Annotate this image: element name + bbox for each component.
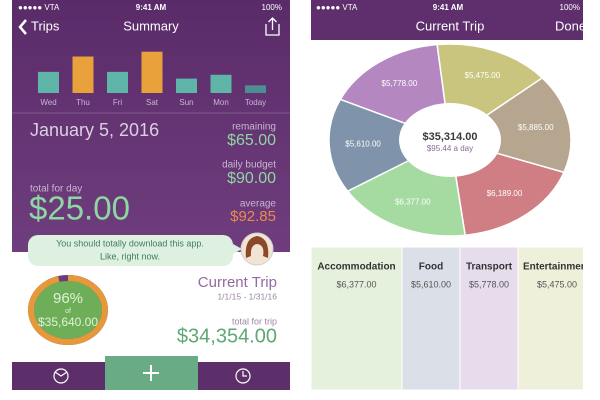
speech-bubble [28, 235, 233, 266]
ring-fill [31, 278, 105, 342]
battery: 100% [560, 3, 580, 12]
total-for-trip-amount: $34,354.00 [177, 325, 277, 347]
day-label: Mon [213, 98, 229, 107]
bubble-text: Like, right now. [100, 251, 160, 261]
history-tab-icon[interactable] [235, 368, 251, 384]
day-label: Wed [40, 98, 56, 107]
ring-of: of [65, 308, 71, 315]
current-trip-title[interactable]: Current Trip [198, 274, 277, 291]
total-for-day-amount: $25.00 [29, 190, 130, 227]
category-column [517, 246, 583, 390]
trip-dates: 1/1/15 - 1/31/16 [217, 291, 277, 301]
bar [176, 78, 197, 93]
average-label: average [240, 199, 277, 210]
pie-slice [448, 76, 572, 174]
category-amount: $6,377.00 [336, 279, 376, 289]
category-amount: $5,778.00 [469, 279, 509, 289]
category-amount: $5,475.00 [537, 279, 577, 289]
ring-budget: $35,640.00 [38, 315, 98, 329]
time: 9:41 AM [136, 3, 167, 12]
bar [245, 85, 266, 93]
ring-progress [28, 275, 108, 345]
left-screen: ●●●●● VTA 9:41 AM 100% Trips Summary Wed… [12, 0, 290, 390]
bar [72, 56, 94, 93]
right-screen: ●●●●● VTA 9:41 AM 100% Current Trip Done… [311, 0, 591, 390]
pie-center [399, 103, 501, 177]
back-button[interactable]: Trips [31, 18, 60, 33]
bubble-text: You should totally download this app. [56, 238, 204, 248]
day-label: Sat [146, 98, 159, 107]
day-label: Fri [113, 98, 123, 107]
slice-label: $6,377.00 [395, 198, 431, 207]
share-icon[interactable] [265, 17, 280, 36]
bar [38, 71, 59, 93]
remaining-label: remaining [232, 122, 276, 133]
pie-slice [328, 98, 452, 193]
bar [107, 71, 128, 93]
category-name: Transport [466, 262, 513, 273]
avatar-hair [245, 236, 269, 258]
total-for-day-label: total for day [30, 184, 82, 195]
plus-icon[interactable] [143, 365, 159, 381]
category-column [311, 246, 403, 390]
battery: 100% [262, 3, 282, 12]
day-label: Today [245, 98, 266, 107]
day-label: Thu [76, 98, 90, 107]
nav-title: Summary [123, 18, 179, 33]
gap [583, 0, 600, 400]
bar [141, 51, 163, 93]
progress-ring [28, 275, 108, 345]
category-amount: $5,610.00 [411, 279, 451, 289]
time: 9:41 AM [433, 3, 464, 12]
slice-label: $6,189.00 [487, 189, 523, 198]
slice-label: $5,475.00 [465, 71, 501, 80]
total-for-trip-label: total for trip [232, 316, 277, 326]
trips-tab-icon[interactable] [53, 368, 69, 384]
slice-label: $5,610.00 [345, 139, 381, 148]
daily-budget-amount: $90.00 [227, 170, 276, 187]
date: January 5, 2016 [30, 120, 159, 140]
nav-bar [311, 0, 583, 40]
carrier: ●●●●● VTA [316, 3, 358, 12]
back-chevron[interactable] [18, 19, 27, 35]
category-column [459, 246, 519, 390]
category-column [401, 246, 461, 390]
remaining-amount: $65.00 [227, 132, 276, 149]
daily-budget-label: daily budget [222, 160, 276, 171]
day-label: Sun [179, 98, 193, 107]
ring-percent: 96% [53, 290, 83, 307]
category-name: Entertainment [523, 262, 591, 273]
slice-label: $5,885.00 [518, 123, 554, 132]
week-chart: Wed Thu Fri Sat Sun Mon Today [38, 51, 266, 107]
slice-label: $5,778.00 [382, 79, 418, 88]
done-button[interactable]: Done [555, 18, 586, 33]
category-name: Accommodation [317, 262, 395, 273]
category-table: Accommodation $6,377.00 Food $5,610.00 Trans… [311, 246, 591, 390]
header-bg [12, 0, 290, 252]
average-amount: $92.85 [230, 208, 276, 225]
carrier: ●●●●● VTA [18, 3, 60, 12]
category-name: Food [419, 262, 443, 273]
pie-per-day: $95.44 a day [427, 144, 473, 153]
gap [290, 0, 311, 400]
nav-title: Current Trip [416, 18, 485, 33]
bar [210, 74, 232, 93]
pie-total: $35,314.00 [422, 131, 477, 143]
bubble-tail [233, 244, 242, 254]
